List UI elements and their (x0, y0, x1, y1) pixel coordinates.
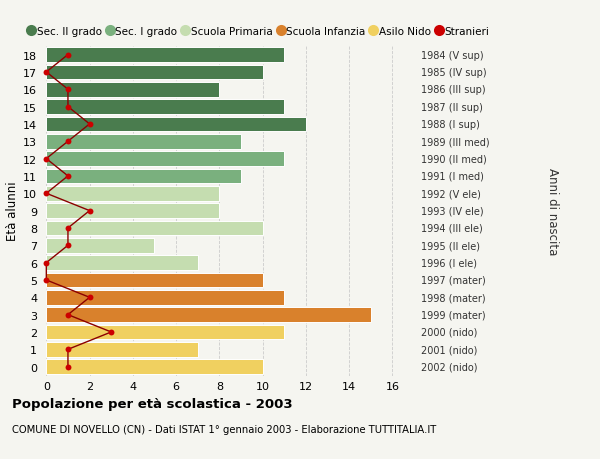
Bar (46, 65, 263, 80)
Point (85, 294, 94, 301)
Point (63, 86, 73, 94)
Point (41, 156, 51, 163)
Point (85, 207, 94, 215)
Bar (46, 169, 241, 184)
Point (63, 104, 73, 111)
Bar (46, 134, 241, 149)
Bar (46, 152, 284, 167)
Point (63, 225, 73, 232)
Bar (46, 290, 284, 305)
Point (63, 363, 73, 370)
Bar (46, 117, 306, 132)
Text: 2002 (nido): 2002 (nido) (421, 362, 477, 372)
Bar (46, 221, 263, 236)
Text: 1991 (I med): 1991 (I med) (421, 172, 484, 181)
Text: 1999 (mater): 1999 (mater) (421, 310, 485, 320)
Bar (46, 204, 220, 218)
Text: 1993 (IV ele): 1993 (IV ele) (421, 206, 483, 216)
Text: 1987 (II sup): 1987 (II sup) (421, 102, 482, 112)
Point (63, 346, 73, 353)
Bar (46, 308, 371, 322)
Text: 1985 (IV sup): 1985 (IV sup) (421, 68, 486, 78)
Bar (46, 325, 284, 340)
Text: 1984 (V sup): 1984 (V sup) (421, 50, 483, 61)
Point (41, 190, 51, 197)
Text: 1988 (I sup): 1988 (I sup) (421, 120, 479, 129)
Text: 2000 (nido): 2000 (nido) (421, 327, 477, 337)
Bar (46, 100, 284, 115)
Text: 1994 (III ele): 1994 (III ele) (421, 224, 482, 234)
Bar (46, 238, 154, 253)
Text: Anni di nascita: Anni di nascita (546, 168, 559, 255)
Text: Popolazione per età scolastica - 2003: Popolazione per età scolastica - 2003 (12, 397, 293, 410)
Point (41, 259, 51, 267)
Text: 1992 (V ele): 1992 (V ele) (421, 189, 481, 199)
Bar (46, 273, 263, 288)
Point (63, 173, 73, 180)
Text: 1986 (III sup): 1986 (III sup) (421, 85, 485, 95)
Point (63, 138, 73, 146)
Bar (46, 83, 220, 97)
Point (85, 121, 94, 129)
Text: COMUNE DI NOVELLO (CN) - Dati ISTAT 1° gennaio 2003 - Elaborazione TUTTITALIA.IT: COMUNE DI NOVELLO (CN) - Dati ISTAT 1° g… (12, 425, 436, 435)
Point (63, 242, 73, 249)
Point (41, 277, 51, 284)
Point (106, 329, 116, 336)
Text: 1995 (II ele): 1995 (II ele) (421, 241, 479, 251)
Bar (46, 359, 263, 374)
Point (63, 311, 73, 319)
Legend: Sec. II grado, Sec. I grado, Scuola Primaria, Scuola Infanzia, Asilo Nido, Stran: Sec. II grado, Sec. I grado, Scuola Prim… (29, 27, 490, 37)
Text: 1996 (I ele): 1996 (I ele) (421, 258, 476, 268)
Text: 1997 (mater): 1997 (mater) (421, 275, 485, 285)
Point (41, 69, 51, 76)
Bar (46, 186, 220, 201)
Bar (46, 48, 284, 63)
Text: 2001 (nido): 2001 (nido) (421, 345, 477, 354)
Bar (46, 342, 198, 357)
Text: 1989 (III med): 1989 (III med) (421, 137, 489, 147)
Bar (46, 256, 198, 270)
Point (63, 52, 73, 59)
Text: 1990 (II med): 1990 (II med) (421, 154, 487, 164)
Y-axis label: Età alunni: Età alunni (6, 181, 19, 241)
Text: 1998 (mater): 1998 (mater) (421, 293, 485, 302)
